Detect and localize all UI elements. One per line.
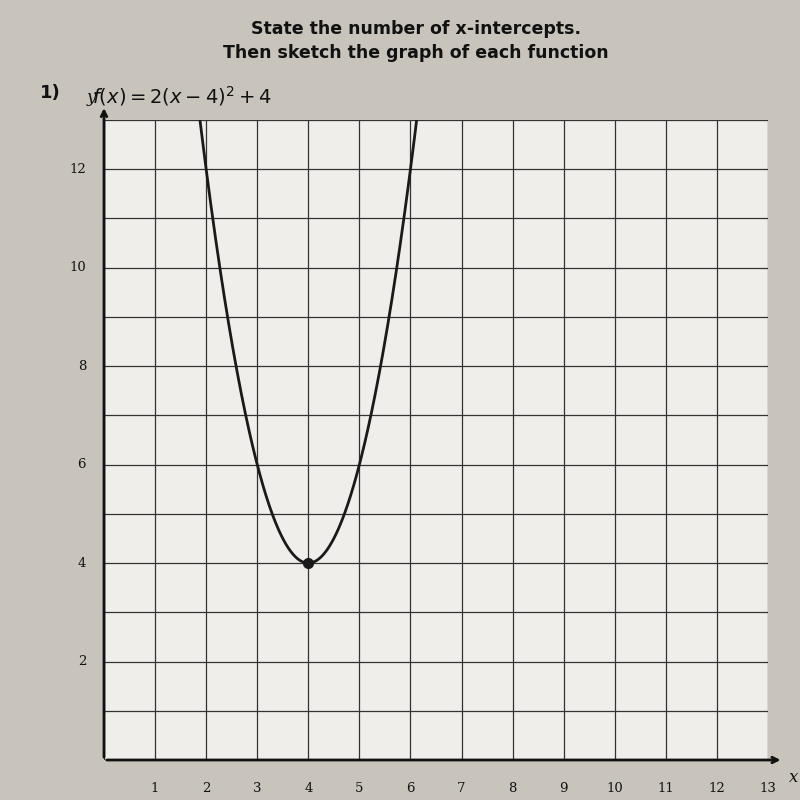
Text: 1): 1) — [40, 84, 61, 102]
Text: 12: 12 — [70, 162, 86, 176]
Text: 12: 12 — [709, 782, 726, 795]
Text: 13: 13 — [759, 782, 777, 795]
Text: State the number of x-intercepts.: State the number of x-intercepts. — [251, 20, 581, 38]
Text: 4: 4 — [78, 557, 86, 570]
Text: 10: 10 — [70, 261, 86, 274]
Text: 7: 7 — [458, 782, 466, 795]
Text: 4: 4 — [304, 782, 313, 795]
Text: y: y — [86, 90, 96, 106]
Text: 2: 2 — [202, 782, 210, 795]
Text: 5: 5 — [355, 782, 363, 795]
Text: 8: 8 — [78, 360, 86, 373]
Text: $f(x) = 2(x - 4)^2 + 4$: $f(x) = 2(x - 4)^2 + 4$ — [92, 84, 272, 108]
Text: 1: 1 — [151, 782, 159, 795]
Text: 10: 10 — [606, 782, 623, 795]
Text: 11: 11 — [658, 782, 674, 795]
Text: 2: 2 — [78, 655, 86, 668]
Text: Then sketch the graph of each function: Then sketch the graph of each function — [223, 44, 609, 62]
Text: x: x — [789, 769, 798, 786]
Text: 9: 9 — [559, 782, 568, 795]
Text: 6: 6 — [78, 458, 86, 471]
Text: 3: 3 — [253, 782, 262, 795]
Text: 6: 6 — [406, 782, 414, 795]
Text: 8: 8 — [509, 782, 517, 795]
